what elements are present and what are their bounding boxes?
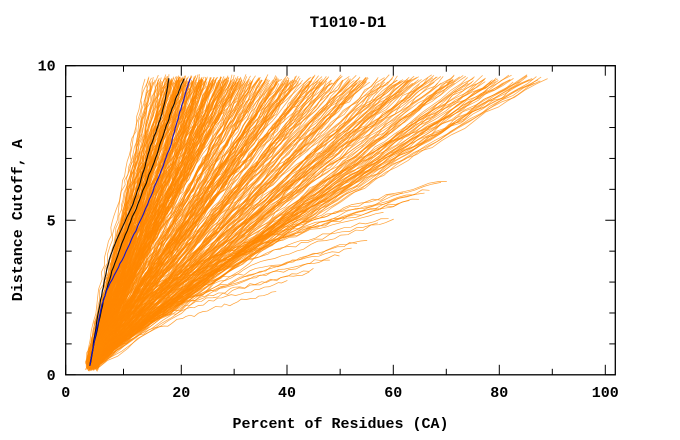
svg-text:40: 40 <box>278 385 296 402</box>
svg-text:0: 0 <box>61 385 70 402</box>
svg-text:80: 80 <box>490 385 508 402</box>
svg-text:Distance Cutoff, A: Distance Cutoff, A <box>10 139 27 301</box>
svg-text:5: 5 <box>47 213 56 230</box>
svg-text:T1010-D1: T1010-D1 <box>310 14 387 32</box>
svg-text:60: 60 <box>384 385 402 402</box>
svg-text:20: 20 <box>172 385 190 402</box>
svg-text:100: 100 <box>592 385 619 402</box>
svg-text:Percent of Residues (CA): Percent of Residues (CA) <box>232 416 448 433</box>
svg-text:10: 10 <box>38 59 56 76</box>
svg-text:0: 0 <box>47 368 56 385</box>
